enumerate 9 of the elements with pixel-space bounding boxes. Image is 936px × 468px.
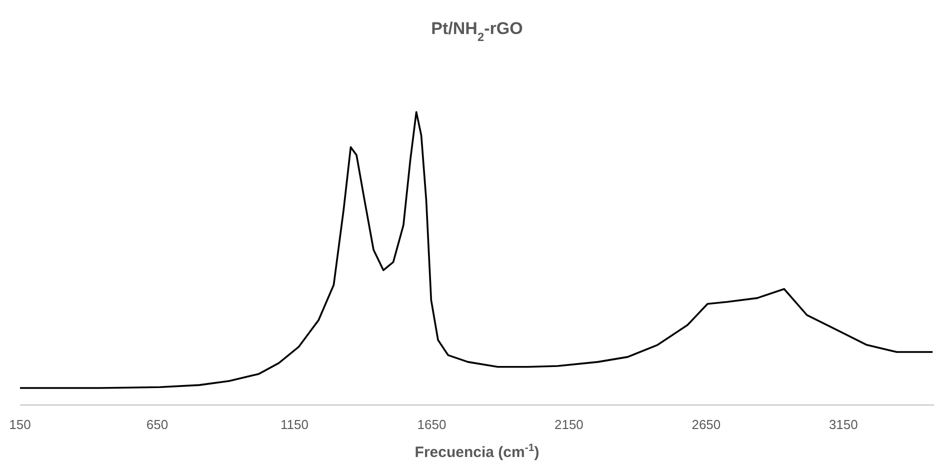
x-axis-title: Frecuencia (cm$^{-1}$) [414, 442, 540, 461]
x-tick-label: 3150 [828, 417, 858, 432]
x-tick-label: 150 [9, 417, 31, 432]
x-tick-label: 2150 [554, 417, 584, 432]
x-tick-label: 650 [146, 417, 168, 432]
x-tick-label: 1650 [417, 417, 446, 432]
x-tick-label: 1150 [280, 417, 308, 432]
x-tick-label: 2650 [692, 417, 721, 432]
chart-title: Pt/NH$_{2}$-rGO [431, 19, 523, 44]
